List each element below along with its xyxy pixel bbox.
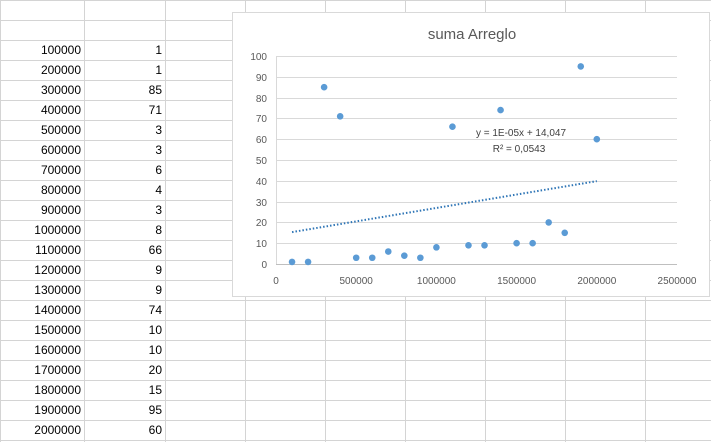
cell-a[interactable]: 700000 [41,163,81,177]
cell-b[interactable]: 10 [149,343,163,357]
data-point [433,244,440,251]
data-point [368,254,376,262]
y-tick-label: 40 [256,177,268,188]
cell-b[interactable]: 4 [155,183,162,197]
data-point [320,83,328,91]
data-point [577,63,585,70]
cell-b[interactable]: 3 [155,123,162,137]
cell-a[interactable]: 900000 [41,203,81,217]
cell-b[interactable]: 3 [155,143,162,157]
cell-a[interactable]: 300000 [41,83,81,97]
y-tick-label: 90 [256,73,268,84]
x-tick-label: 2500000 [658,276,697,287]
cell-b[interactable]: 71 [149,103,163,117]
cell-a[interactable]: 600000 [41,143,81,157]
cell-b[interactable]: 10 [149,323,163,337]
x-tick-label: 1000000 [417,276,456,287]
data-point [352,254,360,262]
cell-b[interactable]: 3 [155,203,162,217]
data-point [513,239,520,247]
chart-title: suma Arreglo [428,26,516,43]
data-point [304,258,312,266]
y-tick-label: 0 [261,260,267,271]
cell-a[interactable]: 2000000 [34,423,81,437]
cell-a[interactable]: 1800000 [34,383,81,397]
cell-a[interactable]: 1200000 [34,263,81,277]
data-point [288,258,296,266]
cell-a[interactable]: 1400000 [34,303,81,317]
cell-a[interactable]: 800000 [41,183,81,197]
data-point [497,106,504,114]
trendline [291,180,597,234]
x-tick-label: 500000 [340,276,374,287]
y-tick-label: 30 [256,198,268,209]
cell-a[interactable]: 1600000 [34,343,81,357]
cell-b[interactable]: 8 [155,223,162,237]
cell-a[interactable]: 1100000 [35,243,81,257]
data-point [449,123,456,131]
cell-b[interactable]: 1 [155,63,162,77]
gridlines [276,56,677,265]
y-tick-label: 70 [256,114,268,125]
cell-a[interactable]: 500000 [41,123,81,137]
x-tick-label: 2000000 [577,276,616,287]
cell-a[interactable]: 1000000 [34,223,81,237]
y-tick-label: 100 [250,52,267,63]
cell-a[interactable]: 1900000 [34,403,81,417]
data-point [384,248,392,255]
cell-b[interactable]: 95 [149,403,163,417]
y-tick-label: 20 [256,218,268,229]
cell-a[interactable]: 1300000 [34,283,81,297]
data-point [336,113,344,120]
data-point [545,219,552,226]
trendline-equation: y = 1E-05x + 14,047 [476,128,567,139]
scatter-chart: suma Arreglo 0 10 20 30 40 50 60 70 80 90 100 0 500… [250,26,697,287]
data-point [593,135,601,143]
cell-b[interactable]: 9 [155,283,162,297]
y-tick-label: 50 [256,156,268,167]
cell-b[interactable]: 9 [155,263,162,277]
y-tick-label: 60 [256,135,268,146]
cell-a[interactable]: 400000 [41,103,81,117]
cell-a[interactable]: 100000 [41,43,81,57]
cell-b[interactable]: 66 [149,243,163,257]
data-point [417,254,424,262]
cell-a[interactable]: 1700000 [34,363,81,377]
cell-b[interactable]: 6 [155,163,162,177]
cell-b[interactable]: 20 [149,363,163,377]
trendline-group [291,180,597,234]
y-tick-label: 80 [256,94,268,105]
data-point [561,229,569,237]
data-point [465,241,472,249]
x-axis-tick-labels: 0 500000 1000000 1500000 2000000 2500000 [273,276,697,287]
cell-b[interactable]: 74 [149,303,163,317]
data-points [288,63,601,266]
data-point [481,241,488,249]
cell-b[interactable]: 1 [155,43,162,57]
cell-a[interactable]: 1500000 [34,323,81,337]
cell-b[interactable]: 60 [149,423,163,437]
cell-b[interactable]: 15 [149,383,163,397]
data-point [401,252,408,259]
x-tick-label: 0 [273,276,279,287]
cell-b[interactable]: 85 [149,83,163,97]
trendline-r-squared: R² = 0,0543 [493,144,546,155]
y-axis-tick-labels: 0 10 20 30 40 50 60 70 80 90 100 [250,52,267,271]
data-point [529,239,536,247]
cell-a[interactable]: 200000 [41,63,81,77]
chart-area[interactable]: suma Arreglo 0 10 20 30 40 50 60 70 80 90 100 0 500… [232,12,710,297]
y-tick-label: 10 [256,239,268,250]
x-tick-label: 1500000 [497,276,536,287]
